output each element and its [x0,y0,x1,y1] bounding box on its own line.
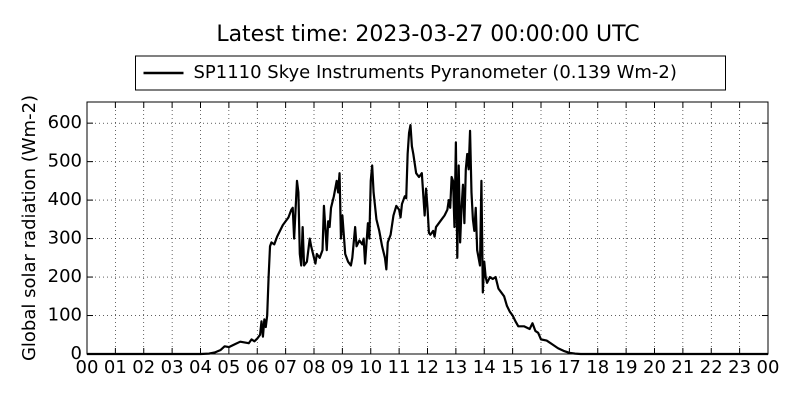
x-tick-label: 15 [501,357,524,378]
x-tick-label: 17 [558,357,581,378]
x-tick-label: 03 [161,357,184,378]
x-tick-label: 11 [388,357,411,378]
legend: SP1110 Skye Instruments Pyranometer (0.1… [135,55,726,91]
x-tick-label: 01 [104,357,127,378]
y-tick-label: 300 [48,228,82,249]
x-tick-label: 21 [671,357,694,378]
y-tick-label: 500 [48,151,82,172]
plot-frame [86,101,769,355]
x-tick-label: 22 [700,357,723,378]
y-tick-label: 400 [48,189,82,210]
x-tick-label: 19 [615,357,638,378]
y-axis-label: Global solar radiation (Wm-2) [19,95,40,361]
x-tick-label: 18 [586,357,609,378]
x-tick-label: 12 [416,357,439,378]
x-tick-label: 10 [359,357,382,378]
x-tick-label: 00 [757,357,780,378]
x-tick-label: 23 [728,357,751,378]
x-tick-label: 20 [643,357,666,378]
data-line [87,123,768,356]
x-tick-label: 16 [530,357,553,378]
y-tick-label: 200 [48,266,82,287]
y-tick-label: 600 [48,112,82,133]
x-tick-label: 02 [132,357,155,378]
x-tick-label: 14 [473,357,496,378]
x-tick-label: 04 [189,357,212,378]
x-tick-label: 07 [274,357,297,378]
x-tick-label: 00 [76,357,99,378]
legend-box [135,55,726,91]
chart-title: Latest time: 2023-03-27 00:00:00 UTC [216,22,639,47]
x-tick-label: 05 [217,357,240,378]
y-tick-label: 0 [71,343,82,364]
x-tick-label: 13 [444,357,467,378]
y-tick-label: 100 [48,305,82,326]
legend-label: SP1110 Skye Instruments Pyranometer (0.1… [194,62,677,83]
x-tick-label: 08 [303,357,326,378]
x-tick-label: 09 [331,357,354,378]
x-tick-label: 06 [246,357,269,378]
